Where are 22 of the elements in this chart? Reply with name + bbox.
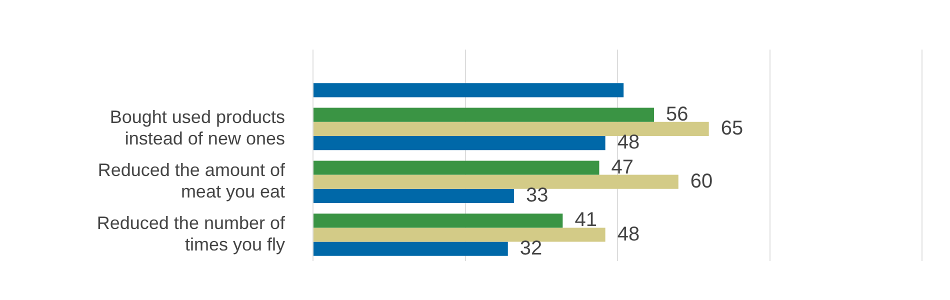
data-label: 56 [666,103,688,126]
bar [314,122,709,136]
data-label: 48 [617,223,640,246]
y-tick-label: Reduced the number of times you fly [96,212,286,255]
y-tick-label: Bought used products instead of new ones [110,107,285,149]
data-label: 65 [720,117,744,140]
data-label: 33 [526,184,548,206]
data-label: 41 [574,209,597,232]
data-label: 48 [617,132,640,154]
bar [314,174,678,189]
bar [314,214,563,228]
bar [314,188,514,204]
bar [314,108,654,122]
bar [314,83,624,98]
data-label: 32 [520,237,542,260]
bar [314,160,600,175]
bar [314,136,606,150]
y-tick-label: Reduced the amount of meat you eat [98,160,286,202]
data-label: 60 [690,170,713,192]
bar [314,228,606,242]
bar [314,242,508,256]
data-label: 47 [611,156,634,178]
